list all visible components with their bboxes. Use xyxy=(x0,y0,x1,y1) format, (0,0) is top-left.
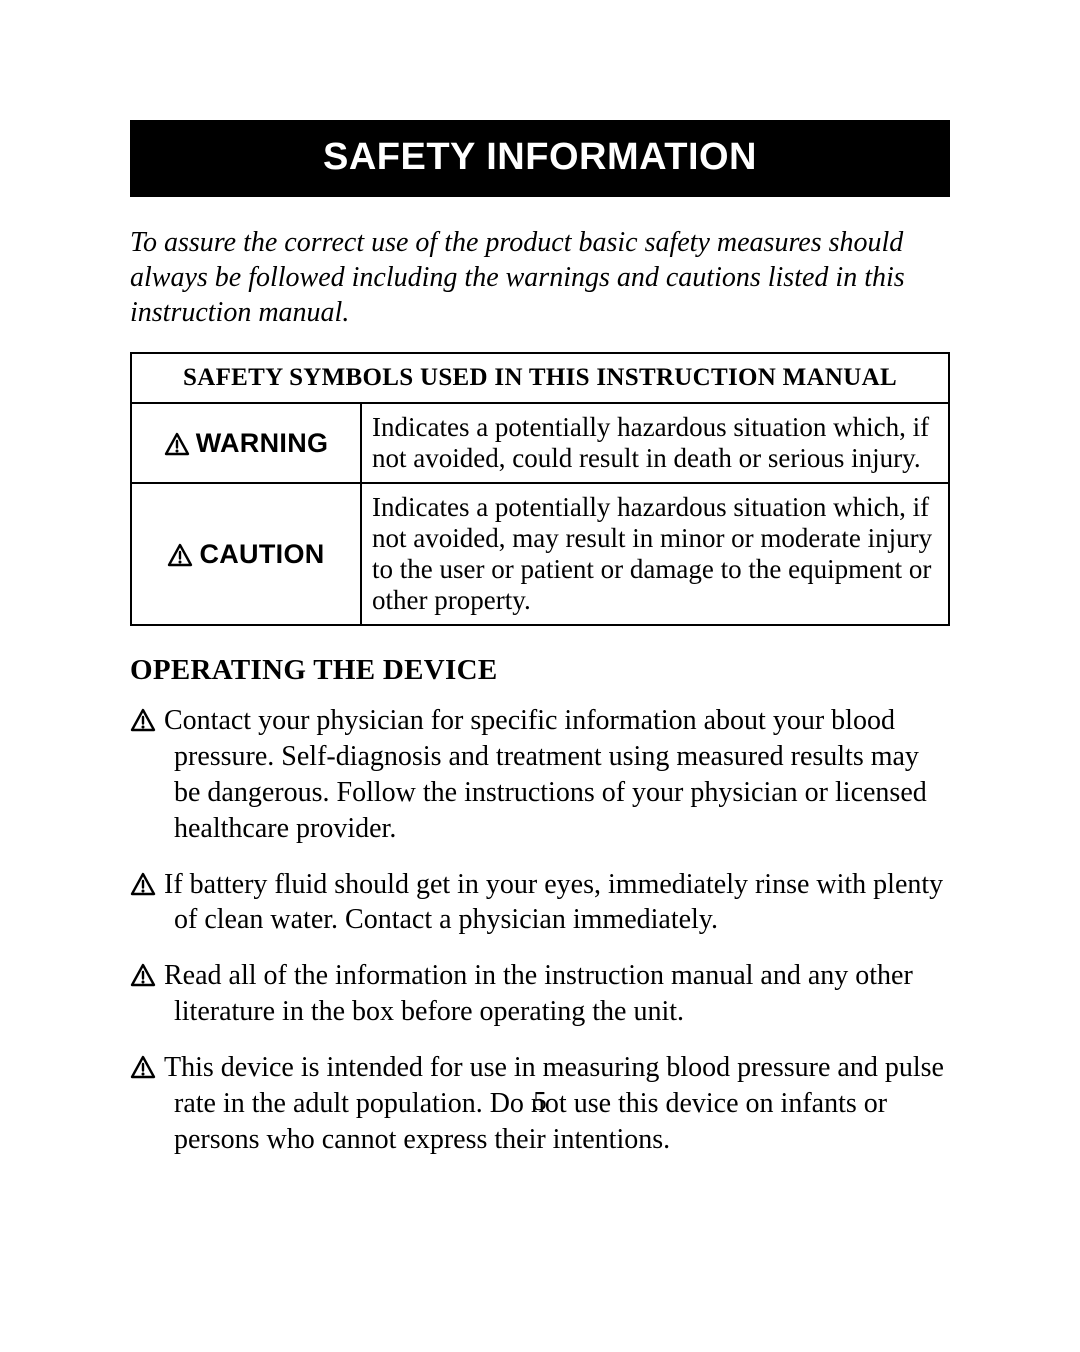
table-row: WARNING Indicates a potentially hazardou… xyxy=(131,403,949,483)
symbol-cell-warning: WARNING xyxy=(131,403,361,483)
list-item: If battery fluid should get in your eyes… xyxy=(130,867,950,939)
table-row: CAUTION Indicates a potentially hazardou… xyxy=(131,483,949,625)
warning-triangle-icon xyxy=(130,1055,156,1079)
page-number: 5 xyxy=(0,1086,1080,1117)
warning-triangle-icon xyxy=(130,963,156,987)
symbol-cell-caution: CAUTION xyxy=(131,483,361,625)
intro-paragraph: To assure the correct use of the product… xyxy=(130,225,950,330)
symbol-label: WARNING xyxy=(196,428,329,458)
warning-triangle-icon xyxy=(130,872,156,896)
list-item: Read all of the information in the instr… xyxy=(130,958,950,1030)
symbols-table-header: SAFETY SYMBOLS USED IN THIS INSTRUCTION … xyxy=(131,353,949,403)
symbol-label: CAUTION xyxy=(199,539,324,569)
warning-triangle-icon xyxy=(164,432,190,456)
warning-text: Contact your physician for specific info… xyxy=(164,705,927,843)
warning-text: If battery fluid should get in your eyes… xyxy=(164,869,943,936)
banner-title: SAFETY INFORMATION xyxy=(323,136,757,178)
symbol-description: Indicates a potentially hazardous situat… xyxy=(361,483,949,625)
list-item: Contact your physician for specific info… xyxy=(130,703,950,846)
section-banner: SAFETY INFORMATION xyxy=(130,120,950,197)
symbol-description: Indicates a potentially hazardous situat… xyxy=(361,403,949,483)
warning-text: Read all of the information in the instr… xyxy=(164,960,913,1027)
section-heading: OPERATING THE DEVICE xyxy=(130,654,950,687)
manual-page: SAFETY INFORMATION To assure the correct… xyxy=(0,0,1080,1352)
warning-triangle-icon xyxy=(167,543,193,567)
safety-symbols-table: SAFETY SYMBOLS USED IN THIS INSTRUCTION … xyxy=(130,352,950,626)
warning-triangle-icon xyxy=(130,708,156,732)
